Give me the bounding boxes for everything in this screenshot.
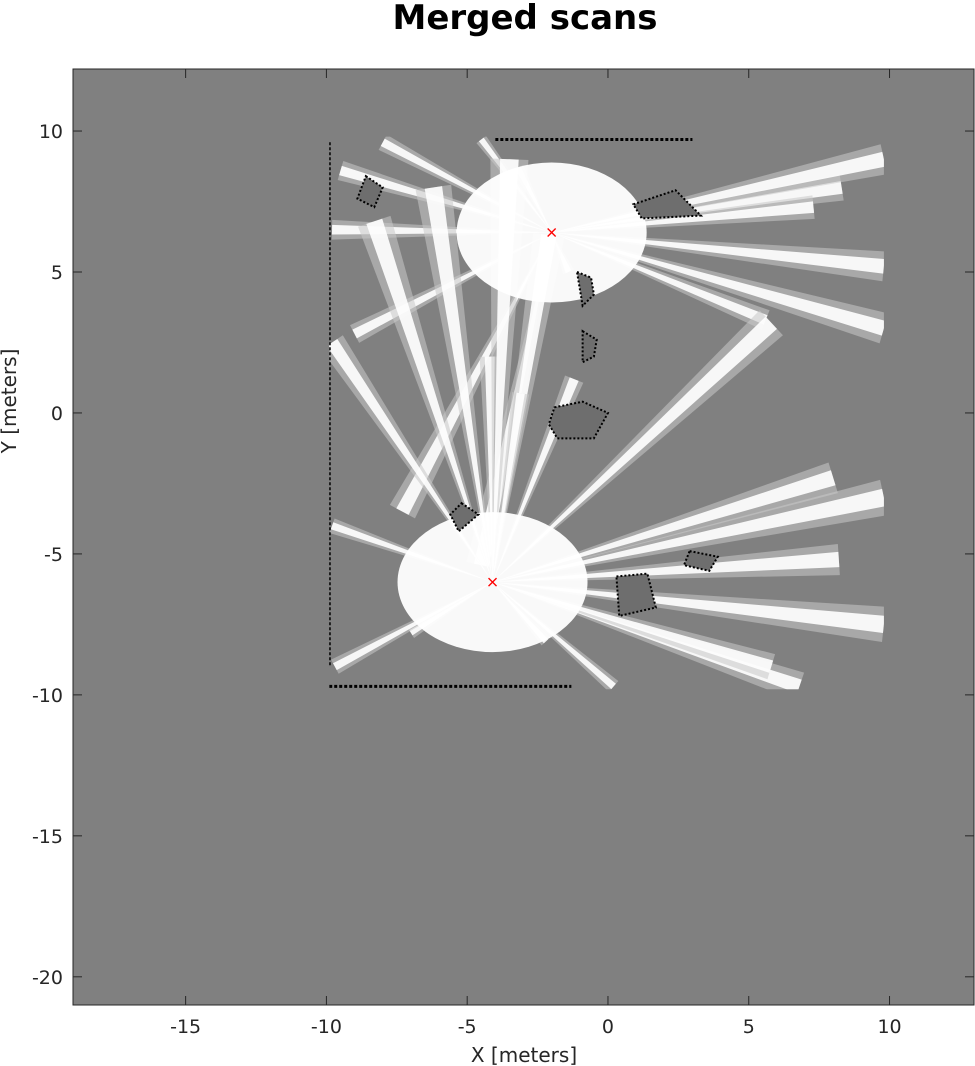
occupancy-map [329,136,884,690]
y-tick-label: 10 [39,121,63,143]
y-tick-label: 5 [51,262,63,284]
obstacle [682,549,720,572]
obstacle [449,501,481,533]
y-tick-label: -15 [32,826,63,848]
origin-2-free-ray [492,316,777,583]
origin-2-free-ray [492,582,884,634]
y-tick-label: 0 [51,403,63,425]
origin-2-partial-ray [492,462,838,583]
origin-2-partial-ray [492,232,565,583]
origin-2-free-ray [366,218,493,583]
chart-title: Merged scans [392,0,657,38]
map-content [329,136,884,690]
origin-2-free-ray [424,186,493,583]
x-axis-label: X [meters] [471,1043,577,1066]
obstacle [547,400,610,440]
x-tick-label: -15 [170,1016,201,1038]
obstacle [615,572,658,618]
y-tick-label: -10 [32,685,63,707]
x-tick-label: -10 [311,1016,342,1038]
scan-origin-marker-stroke [547,228,557,237]
plot-border [72,68,975,1006]
plot-area [72,68,975,1006]
x-tick-label: 5 [743,1016,755,1038]
scan-origin-marker-stroke [488,577,497,587]
y-axis-label: Y [meters] [0,349,21,455]
x-tick-label: -5 [458,1016,477,1038]
scan-origin-marker [547,228,557,237]
origin-2-partial-ray [358,215,493,583]
origin-2-partial-ray [492,479,884,583]
scan-origin-marker [488,577,497,587]
x-tick-label: 10 [877,1016,901,1038]
origin-2-partial-ray [492,582,884,643]
y-tick-label: -5 [44,544,63,566]
obstacle [575,270,595,308]
obstacle [631,189,704,220]
x-tick-label: 0 [602,1016,614,1038]
origin-2-free-ray [492,488,884,583]
obstacle [581,329,598,364]
origin-2-partial-ray [415,184,493,583]
y-tick-label: -20 [32,967,63,989]
y-axis: -20 -15 -10 -5 0 5 10 [32,121,974,989]
x-axis: -15 -10 -5 0 5 10 [170,69,902,1038]
obstacle [356,174,384,209]
